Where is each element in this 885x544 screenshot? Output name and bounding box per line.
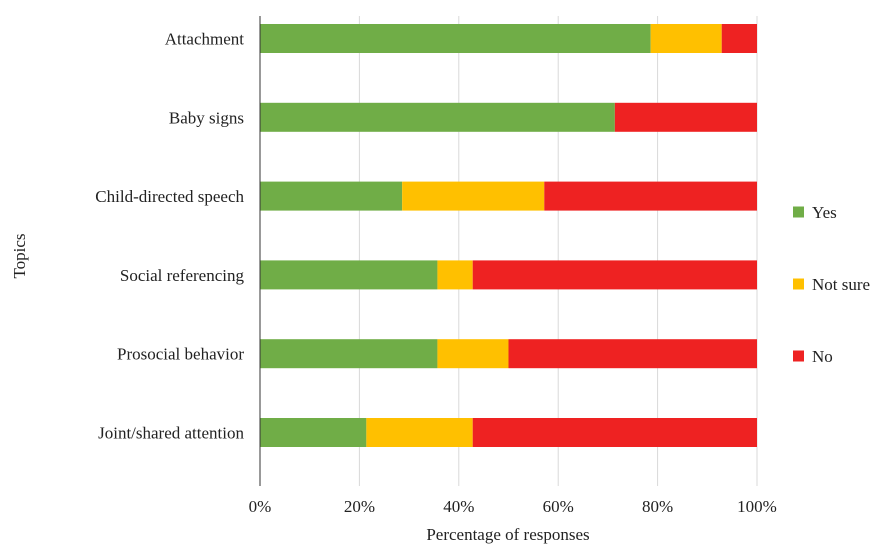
x-tick-label: 0%: [249, 497, 272, 516]
bars: [260, 24, 757, 447]
legend-label: Yes: [812, 203, 837, 222]
bar-segment-not-sure: [366, 418, 473, 447]
bar-segment-not-sure: [650, 24, 722, 53]
legend: Yes Not sure No: [793, 203, 870, 366]
legend-label: Not sure: [812, 275, 870, 294]
bar-segment-yes: [260, 418, 367, 447]
y-axis-title: Topics: [10, 233, 29, 278]
category-label: Attachment: [165, 30, 245, 49]
category-label: Baby signs: [169, 108, 244, 127]
x-tick-label: 100%: [737, 497, 777, 516]
legend-swatch: [793, 206, 804, 218]
bar-segment-yes: [260, 260, 438, 290]
bar-segment-no: [721, 24, 757, 53]
category-label: Prosocial behavior: [117, 345, 244, 364]
x-tick-label: 40%: [443, 497, 474, 516]
legend-swatch: [793, 278, 804, 290]
bar-segment-yes: [260, 181, 403, 211]
bar-segment-yes: [260, 339, 438, 369]
category-label: Joint/shared attention: [98, 424, 244, 443]
bar-segment-no: [472, 260, 757, 290]
x-axis-title: Percentage of responses: [426, 525, 589, 544]
x-tick-label: 20%: [344, 497, 375, 516]
category-label: Social referencing: [120, 266, 245, 285]
x-tick-label: 60%: [543, 497, 574, 516]
bar-segment-not-sure: [437, 339, 509, 369]
bar-segment-not-sure: [402, 181, 545, 211]
bar-segment-yes: [260, 24, 651, 53]
legend-label: No: [812, 347, 833, 366]
bar-segment-no: [614, 102, 757, 132]
labels: 0% 20% 40% 60% 80% 100% Attachment Baby signs Ch…: [95, 30, 777, 517]
bar-segment-no: [472, 418, 757, 447]
bar-segment-not-sure: [437, 260, 473, 290]
bar-segment-yes: [260, 102, 615, 132]
category-label: Child-directed speech: [95, 187, 244, 206]
bar-segment-no: [544, 181, 757, 211]
x-tick-label: 80%: [642, 497, 673, 516]
bar-segment-no: [508, 339, 757, 369]
gridlines: [358, 16, 758, 486]
legend-swatch: [793, 350, 804, 362]
